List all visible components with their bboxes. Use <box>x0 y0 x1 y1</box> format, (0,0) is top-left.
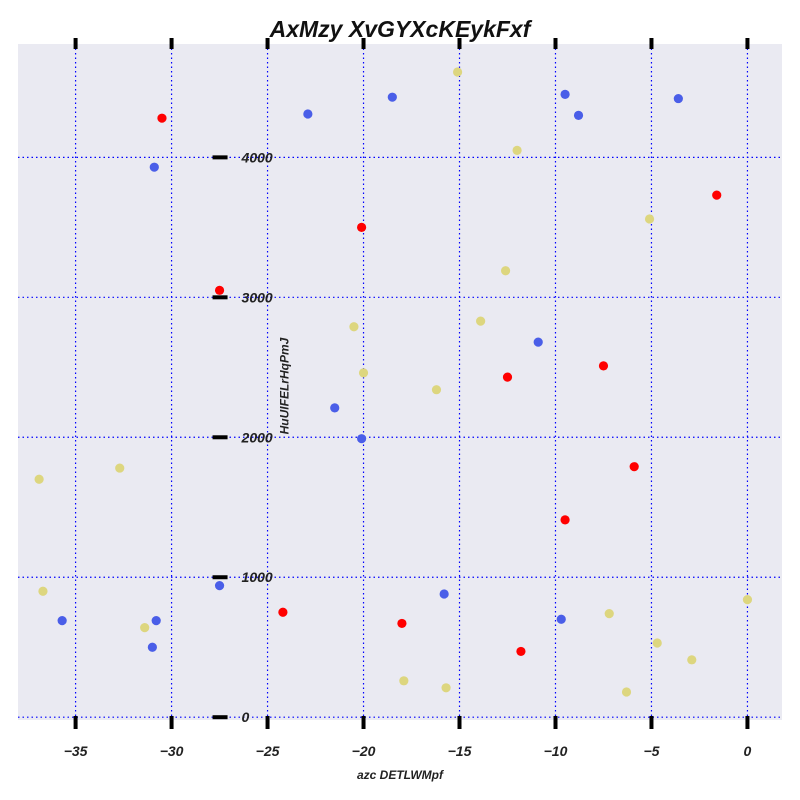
x-tick-label: −35 <box>64 743 88 759</box>
axis-ticks <box>73 38 750 729</box>
data-point <box>397 618 407 629</box>
data-point <box>140 623 150 633</box>
x-tick-label: −15 <box>448 743 472 759</box>
data-point <box>621 687 632 697</box>
data-point <box>516 646 526 657</box>
data-point <box>115 463 125 473</box>
data-point <box>57 616 67 626</box>
data-point <box>303 109 313 119</box>
x-tick-label: −30 <box>160 743 184 759</box>
chart-title: AxMzy XvGYXcKEykFxf <box>269 16 533 42</box>
y-tick-label: 0 <box>242 709 250 725</box>
data-point <box>652 638 662 648</box>
x-tick-label: 0 <box>744 743 752 759</box>
data-point <box>712 190 722 200</box>
data-point <box>151 616 161 626</box>
y-tick-label: 1000 <box>242 569 273 585</box>
data-point <box>399 676 409 686</box>
data-point <box>439 589 449 599</box>
x-tick-labels: −35 −30 −25 −20 −15 −10 −5 0 <box>64 743 752 759</box>
data-point <box>34 474 44 484</box>
data-point <box>38 586 48 596</box>
data-point <box>358 368 369 378</box>
data-point <box>533 337 543 347</box>
data-point <box>560 89 570 99</box>
x-axis-label: azc DETLWMpf <box>357 768 444 782</box>
y-tick-label: 3000 <box>242 289 273 305</box>
data-point <box>644 214 655 224</box>
x-tick-label: −10 <box>544 743 568 759</box>
data-point <box>687 655 697 665</box>
data-point <box>349 322 359 332</box>
data-point <box>441 683 451 693</box>
data-point <box>147 642 157 652</box>
data-point <box>330 403 340 413</box>
y-tick-label: 2000 <box>241 429 273 445</box>
data-point <box>149 162 159 172</box>
data-point <box>214 285 225 295</box>
data-point <box>452 67 463 77</box>
data-point <box>556 614 566 624</box>
data-point <box>278 607 288 617</box>
x-tick-label: −25 <box>256 743 280 759</box>
data-point <box>500 266 511 276</box>
data-point <box>502 372 513 382</box>
data-point <box>357 222 367 232</box>
y-tick-labels: 0 1000 2000 3000 4000 <box>241 149 273 725</box>
data-point <box>431 385 442 395</box>
data-point <box>357 434 367 444</box>
grid-lines <box>18 44 782 720</box>
x-tick-label: −20 <box>352 743 376 759</box>
y-axis-label: HuUIFELrHqPmJ <box>278 337 292 434</box>
y-tick-label: 4000 <box>241 149 273 165</box>
data-point <box>742 595 753 605</box>
data-point <box>476 316 486 326</box>
data-point <box>560 515 570 525</box>
data-point <box>673 93 683 104</box>
data-point <box>573 110 584 120</box>
data-point <box>387 92 397 102</box>
plot-area <box>18 44 782 720</box>
data-point <box>604 609 614 619</box>
data-point <box>214 581 225 591</box>
data-point <box>629 462 639 472</box>
x-tick-label: −5 <box>643 743 659 759</box>
data-point <box>157 113 167 123</box>
data-point <box>598 361 609 371</box>
data-points <box>34 67 753 697</box>
data-point <box>512 145 522 155</box>
